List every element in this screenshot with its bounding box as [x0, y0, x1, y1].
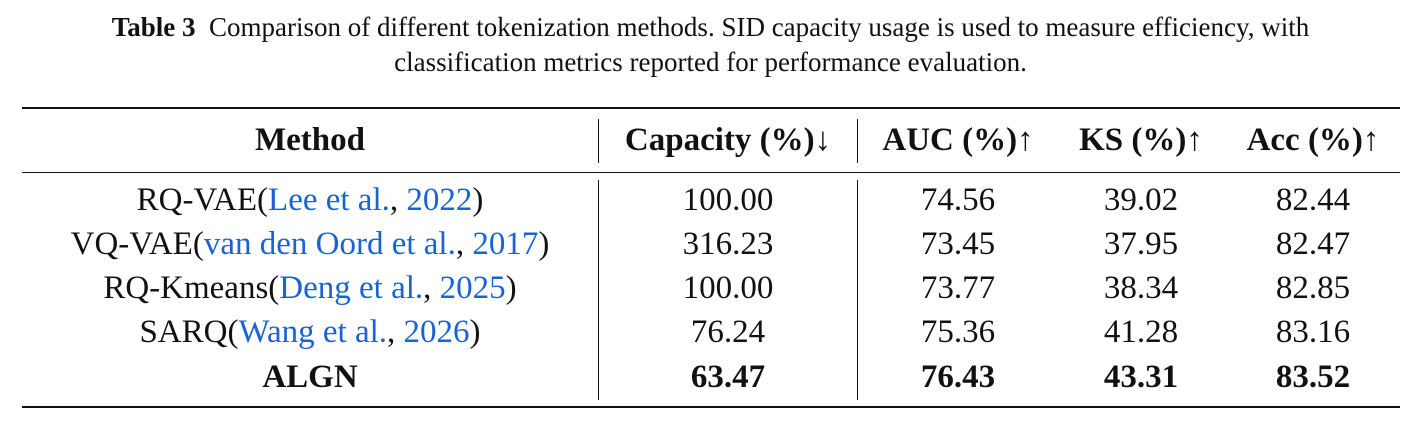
- acc-cell: 82.47: [1275, 226, 1351, 262]
- citation-authors-link[interactable]: Deng et al.: [279, 270, 424, 306]
- capacity-cell: 76.24: [690, 314, 766, 350]
- capacity-divider-body: [857, 180, 858, 400]
- auc-cell: 73.45: [920, 226, 996, 262]
- header-method: Method: [255, 122, 365, 158]
- caption-line-1: Table 3 Comparison of different tokeniza…: [20, 10, 1401, 45]
- capacity-cell: 100.00: [682, 182, 774, 218]
- capacity-divider-header: [857, 119, 858, 163]
- acc-cell: 83.52: [1275, 359, 1351, 395]
- method-cell: ALGN: [30, 357, 590, 397]
- citation-authors-link[interactable]: Wang et al.: [238, 314, 388, 350]
- auc-cell: 76.43: [920, 359, 996, 395]
- method-cell: SARQ(Wang et al., 2026): [139, 314, 481, 350]
- method-cell: VQ-VAE(van den Oord et al., 2017): [70, 226, 550, 262]
- acc-cell: 82.85: [1275, 270, 1351, 306]
- ks-cell: 43.31: [1103, 359, 1179, 395]
- caption-line-2: classification metrics reported for perf…: [394, 47, 1027, 77]
- ks-cell: 37.95: [1103, 226, 1179, 262]
- ks-cell: 41.28: [1103, 314, 1179, 350]
- auc-cell: 73.77: [920, 270, 996, 306]
- header-auc: AUC (%)↑: [882, 122, 1034, 158]
- ks-cell: 38.34: [1103, 270, 1179, 306]
- citation-authors-link[interactable]: van den Oord et al.: [203, 226, 456, 262]
- header-capacity: Capacity (%)↓: [624, 122, 832, 158]
- method-name: RQ-Kmeans: [103, 270, 269, 306]
- method-divider-body: [598, 180, 599, 400]
- top-rule: [22, 107, 1400, 109]
- acc-cell: 82.44: [1275, 182, 1351, 218]
- citation-authors-link[interactable]: Lee et al.: [268, 182, 390, 218]
- table-caption: Table 3 Comparison of different tokeniza…: [20, 10, 1401, 80]
- citation-year-link[interactable]: 2022: [406, 182, 473, 218]
- capacity-cell: 100.00: [682, 270, 774, 306]
- auc-cell: 74.56: [920, 182, 996, 218]
- capacity-cell: 63.47: [690, 359, 766, 395]
- method-name: RQ-VAE: [136, 182, 258, 218]
- citation-year-link[interactable]: 2026: [403, 314, 470, 350]
- caption-text-1: Comparison of different tokenization met…: [209, 12, 1310, 42]
- method-cell: RQ-VAE(Lee et al., 2022): [136, 182, 484, 218]
- bottom-rule: [22, 406, 1400, 408]
- citation-year-link[interactable]: 2025: [439, 270, 506, 306]
- method-name: ALGN: [262, 359, 358, 395]
- header-ks: KS (%)↑: [1079, 122, 1203, 158]
- method-divider-header: [598, 119, 599, 163]
- method-name: VQ-VAE: [70, 226, 193, 262]
- acc-cell: 83.16: [1275, 314, 1351, 350]
- header-acc: Acc (%)↑: [1246, 122, 1380, 158]
- caption-label: Table 3: [111, 12, 196, 42]
- auc-cell: 75.36: [920, 314, 996, 350]
- citation-year-link[interactable]: 2017: [472, 226, 539, 262]
- capacity-cell: 316.23: [682, 226, 774, 262]
- method-cell: RQ-Kmeans(Deng et al., 2025): [103, 270, 517, 306]
- ks-cell: 39.02: [1103, 182, 1179, 218]
- method-name: SARQ: [139, 314, 228, 350]
- header-rule: [22, 172, 1400, 173]
